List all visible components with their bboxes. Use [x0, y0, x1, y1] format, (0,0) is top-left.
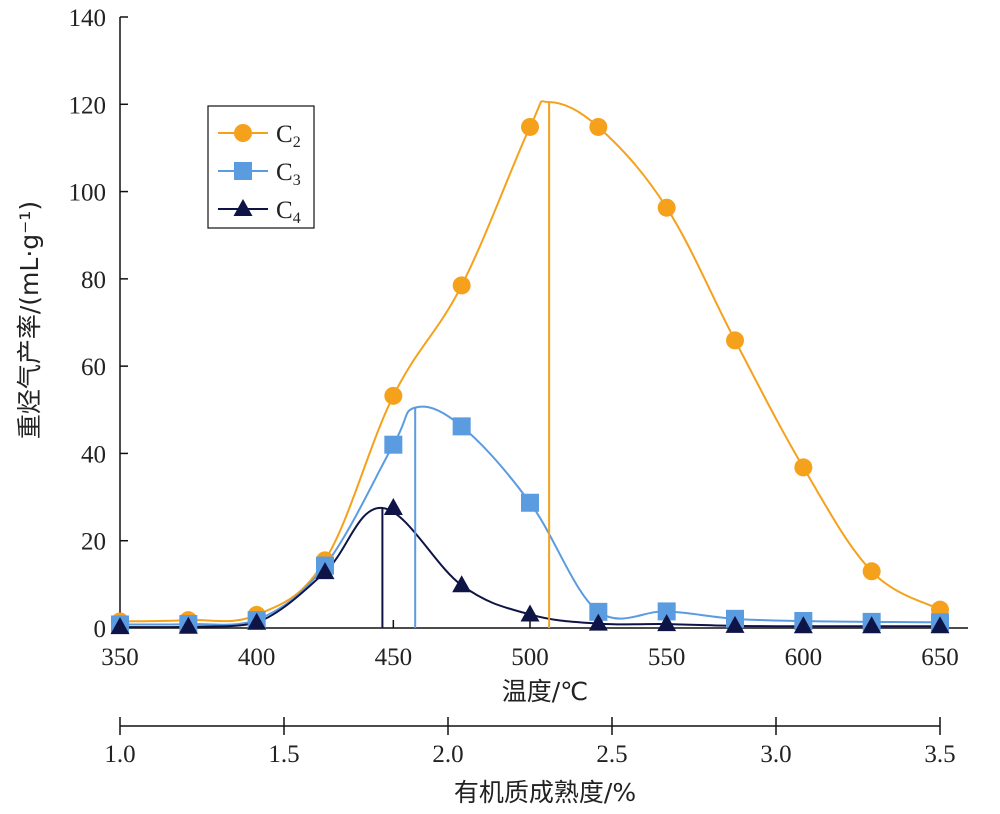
point-c2	[794, 458, 813, 477]
point-c2	[521, 117, 539, 136]
point-c4	[657, 614, 677, 632]
point-c3	[384, 435, 403, 454]
point-c4	[383, 497, 403, 515]
data-points	[110, 117, 950, 635]
y-tick-label: 0	[94, 616, 107, 643]
y-tick-label: 80	[81, 267, 106, 294]
secondary-x-ticks: 1.0 1.5 2.0 2.5 3.0 3.5	[104, 717, 956, 768]
point-c3	[657, 602, 676, 621]
point-c4	[520, 604, 540, 622]
point-c3	[589, 602, 608, 621]
point-c3	[452, 417, 471, 436]
legend-label-c3: C3	[276, 159, 301, 189]
secondary-x-tick-label: 1.0	[104, 741, 135, 768]
legend-label-base: C	[276, 159, 293, 186]
secondary-x-tick-label: 2.0	[432, 741, 463, 768]
x-tick-label: 500	[511, 644, 549, 671]
y-axis-title: 重烃气产率/(mL·g⁻¹)	[15, 201, 44, 439]
point-c4	[110, 617, 130, 635]
point-c4	[588, 613, 608, 631]
x-ticks: 350 400 450 500 550 600 650	[101, 620, 959, 671]
y-tick-label: 100	[69, 180, 107, 207]
legend-marker-c2	[234, 124, 252, 142]
x-tick-label: 400	[238, 644, 276, 671]
point-c2	[657, 198, 676, 217]
peak-lines	[381, 102, 551, 628]
legend-label-subscript: 4	[293, 210, 301, 227]
point-c4	[247, 612, 267, 630]
point-c3	[521, 493, 539, 512]
legend-label-subscript: 2	[293, 134, 301, 151]
point-c4	[862, 616, 882, 634]
secondary-x-tick-label: 2.5	[596, 741, 627, 768]
x-tick-label: 450	[375, 644, 413, 671]
secondary-x-tick-label: 1.5	[268, 741, 299, 768]
point-c2	[726, 331, 744, 350]
legend-label-subscript: 3	[293, 172, 301, 189]
x-axis-title: 温度/℃	[502, 677, 589, 706]
secondary-x-axis-title: 有机质成熟度/%	[454, 778, 636, 807]
secondary-x-tick-label: 3.0	[760, 741, 791, 768]
y-tick-label: 60	[81, 354, 106, 381]
legend-label-c2: C2	[276, 121, 301, 151]
axes: 0 20 40 60 80 100 120 140 350 400 450 500 550 600 650…	[69, 5, 968, 768]
point-c4	[178, 616, 198, 634]
point-c4	[315, 562, 335, 580]
legend-marker-c4	[233, 199, 253, 216]
curve-c2	[119, 100, 941, 623]
point-c4	[793, 616, 813, 634]
secondary-x-tick-label: 3.5	[924, 741, 955, 768]
x-tick-label: 350	[101, 644, 139, 671]
point-c2	[862, 562, 881, 581]
y-tick-label: 40	[81, 441, 106, 468]
y-ticks: 0 20 40 60 80 100 120 140	[69, 5, 128, 643]
x-tick-label: 550	[648, 644, 686, 671]
legend-label-base: C	[276, 121, 293, 148]
point-c4	[452, 575, 472, 593]
y-tick-label: 20	[81, 529, 106, 556]
y-tick-label: 140	[69, 5, 107, 32]
point-c2	[384, 386, 403, 405]
point-c4	[930, 616, 950, 634]
point-c2	[452, 276, 471, 295]
legend-marker-c3	[234, 162, 252, 180]
legend-label-c4: C4	[276, 197, 301, 227]
y-tick-label: 120	[69, 92, 107, 119]
legend-box	[207, 105, 315, 229]
x-tick-label: 600	[785, 644, 823, 671]
point-c2	[589, 117, 608, 136]
legend-label-base: C	[276, 197, 293, 224]
curve-c3	[119, 405, 941, 626]
x-tick-label: 650	[921, 644, 959, 671]
point-c4	[725, 615, 745, 633]
